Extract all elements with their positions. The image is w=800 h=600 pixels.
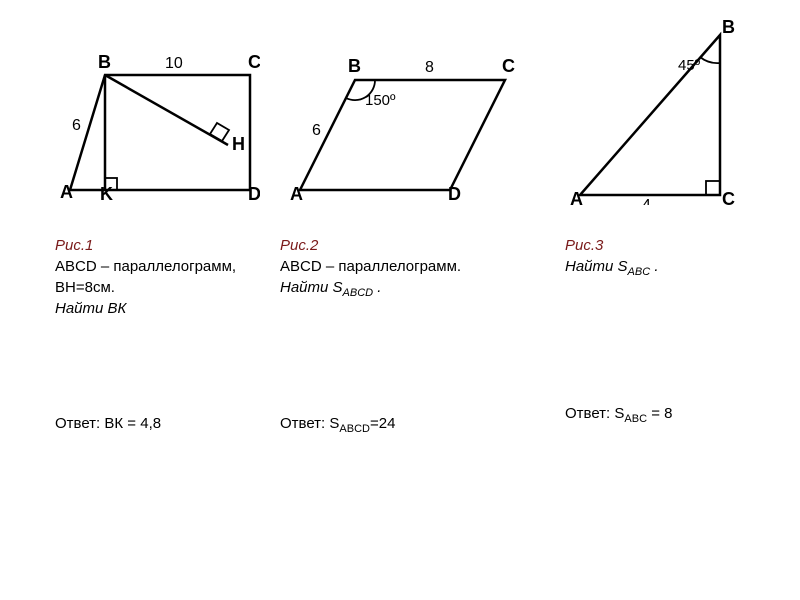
fig3-line1-b: . (650, 258, 658, 275)
fig1-title: Рис.1 (55, 237, 93, 254)
fig3-right-angle (706, 181, 720, 195)
fig1-line3: Найти ВК (55, 300, 126, 317)
fig2-label-a: A (290, 184, 303, 200)
fig1-label-a: A (60, 182, 73, 200)
fig3-label-a: A (570, 189, 583, 205)
fig3-caption: Рис.3 Найти SABC . (565, 235, 659, 280)
fig1-side-bc: 10 (165, 55, 183, 72)
fig1-answer: Ответ: ВК = 4,8 (55, 415, 161, 432)
fig3-ans-a: Ответ: S (565, 405, 624, 422)
fig1-label-k: K (100, 184, 113, 200)
figure-2: A B C D 8 6 150º (280, 50, 520, 205)
fig1-side-ab: 6 (72, 117, 81, 134)
fig3-angle-label: 45º (678, 57, 701, 74)
fig3-side-ac: 4 (642, 197, 651, 205)
fig1-parallelogram (70, 75, 250, 190)
fig3-line1-sub: ABC (628, 266, 651, 278)
fig2-side-ab: 6 (312, 122, 321, 139)
fig3-line1-a: Найти S (565, 258, 628, 275)
fig3-ans-b: = 8 (647, 405, 672, 422)
fig1-right-angle-h (210, 123, 229, 141)
fig2-svg: A B C D 8 6 150º (280, 50, 520, 200)
fig1-caption: Рис.1 ABCD – параллелограмм, BH=8см. Най… (55, 235, 236, 319)
fig1-label-d: D (248, 184, 260, 200)
fig2-ans-a: Ответ: S (280, 415, 339, 432)
fig3-angle-arc (700, 57, 720, 63)
fig1-svg: A B C D K H 10 6 (50, 40, 260, 200)
fig1-label-c: C (248, 52, 260, 72)
fig3-label-b: B (722, 17, 735, 37)
fig3-answer: Ответ: SABC = 8 (565, 405, 672, 425)
fig2-line1: ABCD – параллелограмм. (280, 258, 461, 275)
fig3-label-c: C (722, 189, 735, 205)
fig2-label-d: D (448, 184, 461, 200)
fig1-line1: ABCD – параллелограмм, (55, 258, 236, 275)
figure-3: A B C 45º 4 (560, 15, 750, 210)
fig2-title: Рис.2 (280, 237, 318, 254)
fig2-label-b: B (348, 56, 361, 76)
fig2-answer: Ответ: SABCD=24 (280, 415, 395, 435)
fig3-ans-sub: ABC (624, 413, 647, 425)
fig2-angle-label: 150º (365, 92, 396, 109)
fig2-ans-sub: ABCD (339, 423, 370, 435)
fig2-label-c: C (502, 56, 515, 76)
fig2-ans-b: =24 (370, 415, 395, 432)
fig2-caption: Рис.2 ABCD – параллелограмм. Найти SABCD… (280, 235, 461, 301)
fig3-svg: A B C 45º 4 (560, 15, 750, 205)
fig1-label-b: B (98, 52, 111, 72)
fig1-line2: BH=8см. (55, 279, 115, 296)
fig2-line2-b: . (373, 279, 381, 296)
fig2-line2-a: Найти S (280, 279, 343, 296)
fig2-side-bc: 8 (425, 59, 434, 76)
fig2-line2-sub: ABCD (343, 287, 374, 299)
fig2-parallelogram (300, 80, 505, 190)
fig1-label-h: H (232, 134, 245, 154)
figure-1: A B C D K H 10 6 (50, 40, 260, 205)
fig3-title: Рис.3 (565, 237, 603, 254)
